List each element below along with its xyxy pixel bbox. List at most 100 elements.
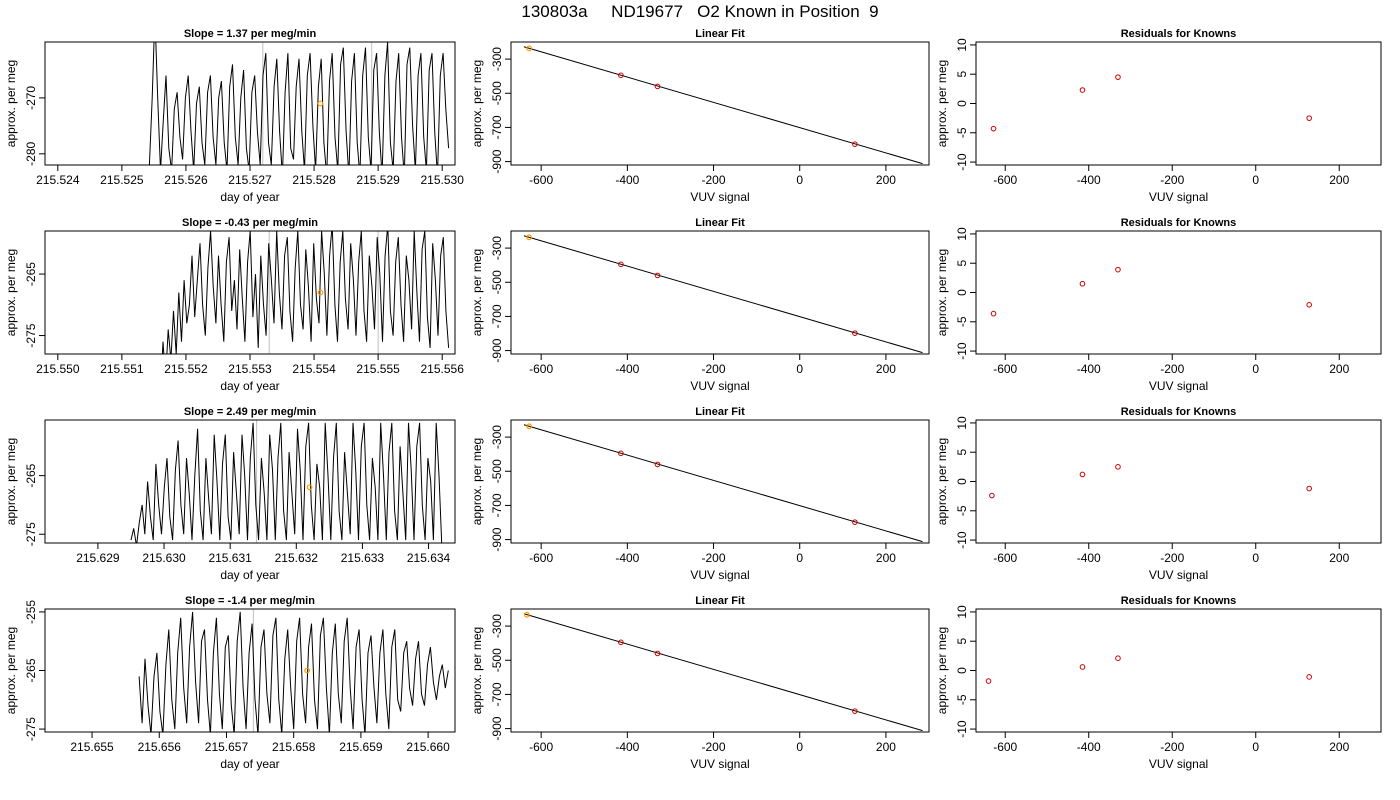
x-axis-label: VUV signal [690,757,749,771]
x-tick-label: 0 [1252,173,1259,187]
panel-title: Slope = -1.4 per meg/min [185,595,315,607]
x-tick-label: -400 [1077,362,1101,376]
plot-frame [510,608,930,733]
panel-row2-fit [505,230,930,360]
plot-frame [975,419,1382,544]
known-point [990,310,997,317]
y-axis-label: approx. per meg [4,60,18,147]
x-axis-label: day of year [220,757,279,771]
known-point [1079,664,1086,670]
y-axis-label: approx. per meg [935,438,949,525]
x-tick-label: 215.655 [70,740,114,754]
x-tick-label: -400 [1077,551,1101,565]
x-tick-label: 215.657 [205,740,249,754]
plot-area [990,266,1312,317]
y-axis-label: approx. per meg [470,60,484,147]
y-tick-label: -500 [490,648,504,672]
known-point [654,272,661,279]
y-tick-label: -300 [490,47,504,71]
y-tick-label: 5 [955,260,969,267]
y-tick-label: -5 [955,694,969,705]
panel-row1-trace [39,41,456,171]
x-tick-label: -200 [702,740,726,754]
y-tick-label: 10 [955,227,969,241]
highlight-point [526,234,532,241]
panel-row4-trace [39,608,456,738]
plot-area [989,464,1312,499]
y-tick-label: -265 [24,658,38,682]
y-tick-label: -700 [490,304,504,328]
plot-area [148,42,450,165]
x-tick-label: 215.527 [228,173,272,187]
x-tick-label: 200 [876,173,896,187]
x-tick-label: 215.660 [406,740,450,754]
x-tick-label: 215.554 [292,362,336,376]
y-tick-label: 5 [955,638,969,645]
known-point [852,330,858,336]
plot-area [523,45,923,165]
plot-area [523,423,923,543]
y-tick-label: 5 [955,449,969,456]
y-axis-label: approx. per meg [935,60,949,147]
x-tick-label: -400 [615,173,639,187]
known-point [1306,674,1312,680]
plot-frame [44,608,456,733]
panel-row3-trace [39,419,456,549]
x-tick-label: -400 [615,362,639,376]
x-tick-label: -200 [1160,173,1184,187]
x-tick-label: 200 [1329,362,1349,376]
highlight-point [526,45,532,52]
panel-row3-resid [970,419,1382,549]
panel-title: Slope = -0.43 per meg/min [182,217,318,229]
y-tick-label: -275 [24,717,38,741]
y-tick-label: -275 [24,522,38,546]
panel-title: Linear Fit [695,595,745,607]
x-tick-label: 200 [876,362,896,376]
y-axis-label: approx. per meg [935,249,949,336]
x-axis-label: VUV signal [1149,190,1208,204]
x-tick-label: -600 [993,362,1017,376]
x-tick-label: 215.525 [100,173,144,187]
x-tick-label: 215.526 [164,173,208,187]
y-tick-label: -900 [490,716,504,740]
y-tick-label: -900 [490,527,504,551]
x-tick-label: 215.556 [420,362,464,376]
plot-area [523,611,923,732]
y-tick-label: -10 [955,153,969,171]
x-axis-label: VUV signal [690,190,749,204]
x-tick-label: -600 [529,173,553,187]
panel-title: Linear Fit [695,406,745,418]
y-axis-label: approx. per meg [470,627,484,714]
y-tick-label: -5 [955,127,969,138]
highlight-point [304,667,311,674]
x-tick-label: 215.659 [339,740,383,754]
known-point [618,639,624,646]
y-tick-label: 10 [955,38,969,52]
known-point [1115,655,1121,662]
known-point [1079,280,1086,287]
known-point [618,72,624,79]
x-tick-label: -600 [993,173,1017,187]
y-tick-label: -700 [490,115,504,139]
panel-row3-fit [505,419,930,549]
panel-title: Residuals for Knowns [1121,217,1237,229]
known-point [618,261,624,268]
plot-frame [510,419,930,544]
known-point [1115,464,1121,470]
y-tick-label: -300 [490,614,504,638]
highlight-point [306,484,313,491]
x-axis-label: VUV signal [1149,568,1208,582]
y-tick-label: -265 [24,463,38,487]
known-point [989,492,995,499]
x-tick-label: -600 [529,740,553,754]
y-tick-label: -10 [955,720,969,738]
highlight-point [317,289,324,296]
plot-frame [510,230,930,355]
panel-title: Residuals for Knowns [1121,28,1237,40]
highlight-point [526,423,532,430]
x-tick-label: -200 [702,551,726,565]
known-point [852,708,858,714]
x-axis-label: day of year [220,568,279,582]
known-point [654,650,661,657]
x-tick-label: 215.634 [407,551,451,565]
